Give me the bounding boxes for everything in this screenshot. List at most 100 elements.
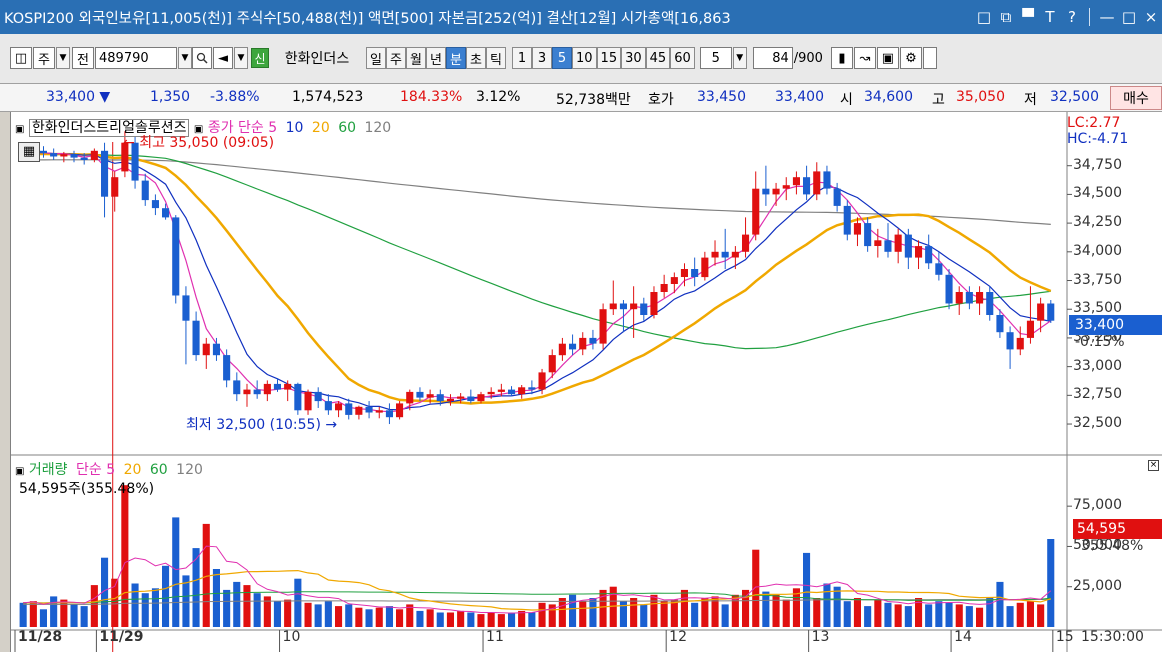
screen-split-icon[interactable]: ◫ (10, 47, 32, 69)
time-tick-label: 10 (282, 629, 301, 645)
volume-bar (691, 602, 699, 627)
minimize-icon[interactable]: — (1099, 8, 1115, 26)
volume-ma5-label: 5 (106, 462, 116, 478)
chart-area[interactable]: ▣ 한화인더스트리얼솔루션즈 ▣ 종가 단순 5 10 20 60 120 ▦ … (10, 112, 1162, 652)
ma-label: 종가 단순 (207, 120, 264, 136)
minute-30-button[interactable]: 30 (621, 47, 646, 69)
volume-last: 54,595주(355.48%) (19, 481, 155, 497)
close-icon[interactable]: × (1144, 8, 1158, 26)
count-input[interactable]: 84 (752, 47, 793, 69)
price-tick-label: 33,750 (1073, 271, 1122, 288)
high-note: 최고 35,050 (09:05) (139, 135, 275, 151)
period-day-button[interactable]: 일 (366, 47, 386, 69)
chevron-down-icon[interactable]: ▼ (56, 47, 70, 69)
gear-icon[interactable]: ⚙ (899, 47, 922, 69)
table-view-icon[interactable]: ▦ (18, 142, 40, 162)
high-price: 35,050 (956, 89, 1005, 105)
trend-line-icon[interactable]: ↝ (853, 47, 876, 69)
candle-body (233, 380, 241, 395)
volume-bar (345, 604, 353, 627)
candle-body (721, 251, 729, 258)
volume-bar (558, 598, 566, 627)
close-icon[interactable]: × (1148, 460, 1159, 471)
volume-bar (589, 598, 597, 627)
candle-body (701, 257, 709, 278)
current-volume-pct: 355.48% (1081, 538, 1144, 554)
chevron-down-icon[interactable]: ▼ (234, 47, 248, 69)
volume-bar (90, 585, 98, 627)
search-icon[interactable] (192, 47, 212, 69)
minute-select[interactable]: 5 (699, 47, 732, 69)
ma5-line (23, 151, 1052, 413)
candle-body (803, 177, 811, 195)
volume-bar (19, 602, 27, 627)
volume-bar (721, 604, 729, 627)
market-scope-select[interactable]: 전 (72, 47, 94, 69)
price-tick-label: 32,500 (1073, 415, 1122, 432)
price-legend: ▣ 한화인더스트리얼솔루션즈 ▣ 종가 단순 5 10 20 60 120 (15, 117, 391, 137)
volume-ma20-label: 20 (123, 462, 142, 478)
low-annotation: 최저 32,500 (10:55) → (186, 417, 338, 433)
quote-bar: 33,400 ▼ 1,350 -3.88% 1,574,523 184.33% … (0, 84, 1162, 112)
volume-bar (335, 606, 343, 627)
buy-button[interactable]: 매수 (1110, 86, 1162, 110)
option-checkbox[interactable] (922, 47, 937, 69)
volume-bar (874, 599, 882, 627)
period-second-button[interactable]: 초 (466, 47, 486, 69)
volume-bar (782, 599, 790, 627)
volume-bar (640, 604, 648, 627)
volume-bar (487, 612, 495, 627)
minute-60-button[interactable]: 60 (670, 47, 695, 69)
candle-body (884, 240, 892, 252)
minute-3-button[interactable]: 3 (532, 47, 552, 69)
candle-type-icon[interactable]: ▮ (830, 47, 853, 69)
minute-45-button[interactable]: 45 (645, 47, 671, 69)
volume-bar (406, 604, 414, 627)
period-tick-button[interactable]: 틱 (486, 47, 506, 69)
low-price: 32,500 (1050, 89, 1099, 105)
volume-bar (202, 523, 210, 627)
candle-body (599, 309, 607, 344)
minute-15-button[interactable]: 15 (596, 47, 622, 69)
candle-body (182, 295, 190, 321)
price-tick-label: 34,750 (1073, 156, 1122, 173)
stock-code-input[interactable]: 489790 (95, 47, 177, 69)
minute-10-button[interactable]: 10 (572, 47, 597, 69)
help-icon[interactable]: ? (1068, 8, 1076, 26)
chevron-down-icon[interactable]: ▼ (178, 47, 192, 69)
candle-body (518, 387, 526, 395)
copy-window-icon[interactable]: ⧉ (1000, 8, 1012, 26)
period-week-button[interactable]: 주 (386, 47, 406, 69)
save-icon[interactable]: ▣ (876, 47, 899, 69)
market-type-select[interactable]: 주 (33, 47, 55, 69)
candle-body (548, 355, 556, 373)
candle-body (263, 383, 271, 395)
volume-bar (467, 612, 475, 627)
period-year-button[interactable]: 년 (426, 47, 446, 69)
volume-bar (192, 548, 200, 627)
volume-ma5-line (23, 545, 1052, 614)
volume-bar (375, 607, 383, 627)
restore-icon[interactable]: □ (976, 8, 992, 26)
volume-bar (1047, 539, 1055, 627)
volume-bar (355, 607, 363, 627)
maximize-icon[interactable]: □ (1121, 8, 1137, 26)
candle-body (864, 223, 872, 247)
volume-bar (538, 602, 546, 627)
chevron-down-icon[interactable]: ▼ (732, 47, 747, 69)
volume-bar (314, 604, 322, 627)
period-minute-button[interactable]: 분 (446, 47, 466, 69)
stock-name: 한화인더스 (284, 51, 350, 67)
volume-bar (497, 614, 505, 627)
minute-5-button[interactable]: 5 (552, 47, 572, 69)
minute-1-button[interactable]: 1 (512, 47, 532, 69)
period-month-button[interactable]: 월 (406, 47, 426, 69)
volume-bar (823, 583, 831, 627)
volume-bar (304, 602, 312, 627)
candle-body (141, 180, 149, 201)
speaker-icon[interactable]: ◄ (213, 47, 233, 69)
ma5-label: 5 (268, 120, 278, 136)
volume-bar (670, 599, 678, 627)
pin-icon[interactable]: ▀ (1022, 8, 1034, 26)
font-icon[interactable]: T (1045, 8, 1055, 26)
